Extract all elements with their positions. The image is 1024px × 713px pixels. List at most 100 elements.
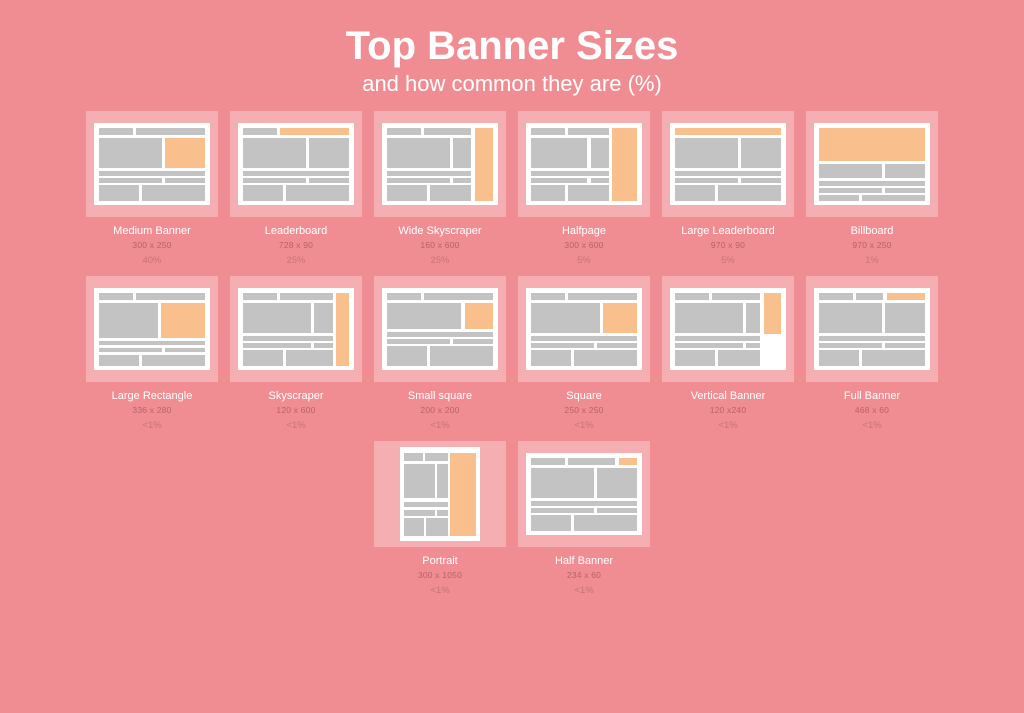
banner-dimensions: 468 x 60 (806, 405, 938, 415)
banner-thumb-wrap (86, 111, 218, 217)
content-block (309, 178, 348, 183)
banner-name: Vertical Banner (662, 390, 794, 402)
banner-thumb (670, 123, 786, 205)
banner-thumb (94, 123, 210, 205)
content-block (531, 468, 594, 498)
banner-percent: <1% (230, 420, 362, 431)
banner-name: Medium Banner (86, 225, 218, 237)
banner-percent: 25% (230, 255, 362, 266)
content-block (424, 128, 471, 135)
content-block (531, 128, 565, 135)
content-block (243, 185, 282, 201)
banner-name: Skyscraper (230, 390, 362, 402)
content-block (718, 350, 761, 366)
content-block (243, 171, 348, 176)
content-block (675, 293, 709, 300)
content-block (99, 171, 204, 176)
content-block (243, 178, 306, 183)
content-block (136, 293, 204, 300)
content-block (531, 343, 594, 348)
banner-dimensions: 234 x 60 (518, 570, 650, 580)
header: Top Banner Sizes and how common they are… (0, 0, 1024, 111)
content-block (243, 293, 277, 300)
content-block (568, 293, 636, 300)
banner-thumb-wrap (518, 276, 650, 382)
banner-thumb (238, 123, 354, 205)
banner-card: Small square200 x 200<1% (374, 276, 506, 431)
banner-name: Large Leaderboard (662, 225, 794, 237)
content-block (741, 178, 780, 183)
content-block (675, 350, 714, 366)
ad-block (450, 453, 476, 537)
banner-thumb-wrap (374, 276, 506, 382)
content-block (718, 185, 781, 201)
content-block (531, 138, 587, 168)
banner-thumb (526, 288, 642, 370)
banner-percent: 5% (518, 255, 650, 266)
banner-card: Half Banner234 x 60<1% (518, 441, 650, 596)
content-block (885, 188, 924, 193)
banner-dimensions: 300 x 600 (518, 240, 650, 250)
banner-percent: <1% (806, 420, 938, 431)
content-block (99, 138, 162, 168)
banner-dimensions: 336 x 280 (86, 405, 218, 415)
content-block (453, 178, 471, 183)
content-block (314, 343, 333, 348)
banner-card: Medium Banner300 x 25040% (86, 111, 218, 266)
content-block (243, 343, 310, 348)
banner-name: Wide Skyscraper (374, 225, 506, 237)
content-block (99, 348, 162, 353)
ad-block (280, 128, 348, 135)
banner-thumb (382, 123, 498, 205)
banner-dimensions: 120 x 600 (230, 405, 362, 415)
banner-name: Halfpage (518, 225, 650, 237)
banner-percent: 1% (806, 255, 938, 266)
content-block (387, 171, 471, 176)
banner-thumb-wrap (518, 111, 650, 217)
banner-percent: 5% (662, 255, 794, 266)
content-block (99, 128, 133, 135)
content-block (99, 185, 138, 201)
banner-percent: <1% (518, 420, 650, 431)
banner-dimensions: 160 x 600 (374, 240, 506, 250)
content-block (243, 303, 310, 333)
banner-thumb (526, 123, 642, 205)
content-block (453, 138, 471, 168)
banner-dimensions: 970 x 90 (662, 240, 794, 250)
content-block (387, 128, 421, 135)
content-block (819, 195, 858, 201)
banner-percent: 40% (86, 255, 218, 266)
banner-percent: <1% (86, 420, 218, 431)
content-block (404, 510, 434, 515)
banner-thumb-wrap (230, 276, 362, 382)
content-block (314, 303, 333, 333)
banner-name: Billboard (806, 225, 938, 237)
content-block (437, 464, 448, 498)
banner-thumb (814, 288, 930, 370)
content-block (741, 138, 780, 168)
banner-thumb (526, 453, 642, 535)
content-block (309, 138, 348, 168)
content-block (453, 339, 492, 344)
content-block (280, 293, 333, 300)
banner-card: Vertical Banner120 x240<1% (662, 276, 794, 431)
banner-thumb (382, 288, 498, 370)
content-block (819, 164, 882, 178)
banner-name: Full Banner (806, 390, 938, 402)
ad-block (465, 303, 493, 329)
content-block (862, 350, 925, 366)
page-subtitle: and how common they are (%) (0, 71, 1024, 97)
content-block (885, 303, 924, 333)
banner-percent: <1% (662, 420, 794, 431)
content-block (136, 128, 204, 135)
content-block (568, 185, 608, 201)
banner-name: Square (518, 390, 650, 402)
banner-percent: <1% (374, 585, 506, 596)
content-block (675, 138, 738, 168)
content-block (675, 336, 760, 341)
content-block (387, 332, 492, 337)
content-block (531, 303, 599, 333)
content-block (387, 185, 426, 201)
banner-card: Leaderboard728 x 9025% (230, 111, 362, 266)
content-block (856, 293, 883, 300)
